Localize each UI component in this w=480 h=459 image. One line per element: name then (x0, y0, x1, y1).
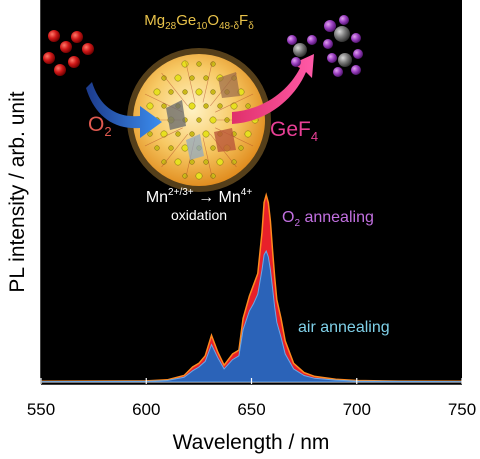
lattice-atom (203, 75, 209, 81)
formula-ge-sub: 10 (196, 21, 208, 32)
lattice-atom (244, 130, 252, 138)
crystal-formula: Mg28Ge10O48-δFδ (144, 12, 254, 32)
lattice-atom (174, 158, 182, 166)
lattice-atom (168, 145, 174, 151)
x-tick-label-550: 550 (27, 400, 55, 419)
gef4-label-main: GeF (270, 118, 311, 141)
lattice-atom (230, 102, 238, 110)
o2-annealing-main: O (282, 209, 294, 226)
lattice-atom (188, 102, 196, 110)
lattice-atom (216, 158, 224, 166)
polyhedron-brown-top (218, 72, 240, 98)
lattice-atom (210, 89, 216, 95)
x-tick-label-600: 600 (132, 400, 160, 419)
lattice-atom (195, 88, 203, 96)
lattice-atom (189, 159, 195, 165)
x-tick-label-650: 650 (237, 400, 265, 419)
formula-f-sub: δ (248, 21, 254, 32)
lattice-atom (182, 89, 188, 95)
crystal-structure-sphere (127, 48, 271, 192)
lattice-bond (144, 127, 183, 147)
mn-left-sup: 2+/3+ (168, 187, 194, 198)
o2-annealing-sub: 2 (294, 218, 300, 229)
lattice-bond (185, 61, 196, 103)
polyhedron-grey (166, 100, 186, 130)
o2-label: O2 (88, 113, 112, 139)
y-axis-title: PL intensity / arb. unit (6, 91, 29, 292)
lattice-atom (147, 131, 153, 137)
lattice-atom (168, 89, 174, 95)
mn-right: Mn (219, 189, 241, 206)
lattice-bond (161, 133, 189, 168)
lattice-atom (217, 103, 223, 109)
lattice-atom (161, 159, 167, 165)
formula-ge: Ge (176, 12, 196, 29)
lattice-atom (161, 103, 167, 109)
mn-right-sup: 4+ (241, 187, 253, 198)
o2-label-main: O (88, 113, 104, 136)
gef4-label-sub: 4 (311, 129, 318, 144)
lattice-atom (181, 60, 189, 68)
formula-o: O (207, 12, 219, 29)
lattice-atom (231, 159, 237, 165)
lattice-atom (238, 145, 244, 151)
lattice-atom (174, 74, 182, 82)
lattice-atom (196, 61, 202, 67)
lattice-atom (202, 130, 210, 138)
o2-label-sub: 2 (104, 124, 111, 139)
oxidation-label: oxidation (171, 207, 227, 223)
lattice-atom (175, 131, 181, 137)
lattice-atom (245, 103, 251, 109)
x-axis-title: Wavelength / nm (173, 431, 330, 454)
lattice-atom (209, 116, 217, 124)
gef4-outflow-arrow (232, 54, 314, 124)
o2-annealing-rest: annealing (300, 209, 374, 226)
lattice-atom (189, 75, 195, 81)
mn-arrow: → (194, 189, 219, 206)
lattice-atom (161, 75, 167, 81)
lattice-atom (153, 88, 161, 96)
mn-oxidation-state: Mn2+/3+ → Mn4+ (146, 187, 253, 206)
gef4-molecules (287, 15, 363, 77)
x-tick-label-700: 700 (343, 400, 371, 419)
lattice-atom (210, 145, 216, 151)
series-area-air-annealing (41, 249, 462, 383)
lattice-atom (189, 131, 195, 137)
lattice-atom (196, 117, 202, 123)
polyhedron-blue (186, 134, 204, 160)
lattice-atom (146, 102, 154, 110)
mn-left: Mn (146, 189, 168, 206)
lattice-atom (160, 130, 168, 138)
formula-mg-sub: 28 (165, 21, 177, 32)
lattice-bond (215, 93, 254, 113)
x-tick-label-750: 750 (448, 400, 476, 419)
o2-annealing-label: O2 annealing (282, 209, 374, 229)
lattice-bond (202, 61, 213, 103)
lattice-atom (154, 145, 160, 151)
gef4-label: GeF4 (270, 118, 318, 144)
series-layer (41, 192, 462, 383)
air-annealing-label: air annealing (298, 319, 390, 336)
o2-molecules (43, 30, 94, 76)
formula-mg: Mg (144, 12, 165, 29)
lattice-bond (161, 72, 189, 107)
polyhedron-red (214, 128, 236, 152)
lattice-atom (203, 103, 209, 109)
lattice-bond (202, 137, 213, 179)
formula-f: F (239, 12, 248, 29)
formula-o-sub: 48-δ (219, 21, 239, 32)
lattice-atom (203, 159, 209, 165)
lattice-atom (195, 172, 203, 180)
o2-inflow-arrow (86, 82, 162, 138)
x-tick-layer: 550 600 650 700 750 (27, 378, 476, 419)
